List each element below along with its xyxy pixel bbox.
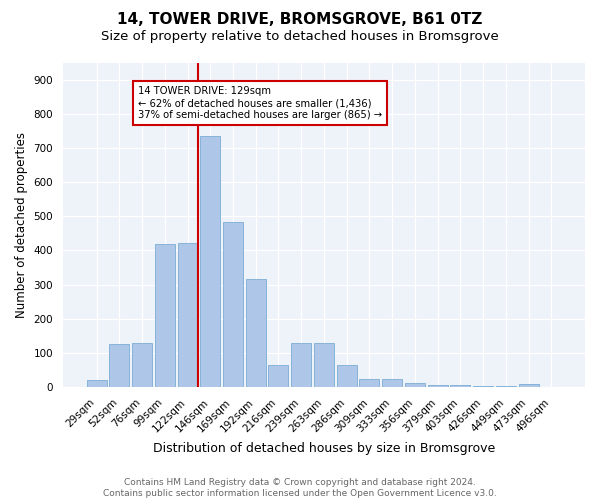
- Bar: [428, 386, 448, 387]
- Bar: [337, 365, 356, 387]
- Bar: [200, 136, 220, 387]
- Text: 14 TOWER DRIVE: 129sqm
← 62% of detached houses are smaller (1,436)
37% of semi-: 14 TOWER DRIVE: 129sqm ← 62% of detached…: [137, 86, 382, 120]
- Bar: [132, 344, 152, 387]
- Text: Size of property relative to detached houses in Bromsgrove: Size of property relative to detached ho…: [101, 30, 499, 43]
- Bar: [246, 280, 266, 387]
- Bar: [155, 244, 175, 387]
- Bar: [359, 378, 379, 387]
- Bar: [223, 222, 243, 387]
- Bar: [178, 243, 197, 387]
- Y-axis label: Number of detached properties: Number of detached properties: [15, 132, 28, 318]
- Bar: [109, 344, 130, 387]
- Bar: [291, 342, 311, 387]
- Bar: [496, 386, 516, 387]
- Bar: [382, 378, 402, 387]
- X-axis label: Distribution of detached houses by size in Bromsgrove: Distribution of detached houses by size …: [153, 442, 495, 455]
- Text: Contains HM Land Registry data © Crown copyright and database right 2024.
Contai: Contains HM Land Registry data © Crown c…: [103, 478, 497, 498]
- Bar: [473, 386, 493, 387]
- Bar: [314, 342, 334, 387]
- Bar: [451, 386, 470, 387]
- Bar: [86, 380, 107, 387]
- Bar: [268, 365, 289, 387]
- Text: 14, TOWER DRIVE, BROMSGROVE, B61 0TZ: 14, TOWER DRIVE, BROMSGROVE, B61 0TZ: [118, 12, 482, 28]
- Bar: [405, 382, 425, 387]
- Bar: [518, 384, 539, 387]
